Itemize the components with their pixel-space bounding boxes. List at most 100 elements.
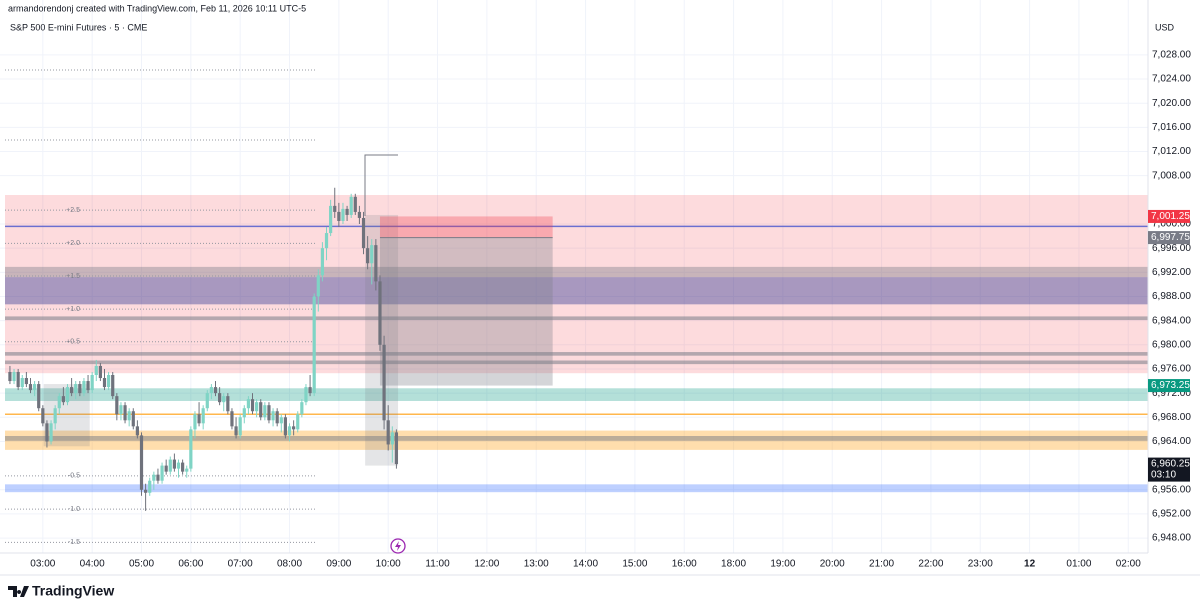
candle-body: [123, 405, 127, 421]
candle-body: [20, 378, 24, 388]
y-tick-label: 7,016.00: [1152, 122, 1191, 133]
zone: [5, 360, 1148, 365]
candle-body: [102, 378, 107, 388]
countdown: 03:10: [1151, 470, 1176, 481]
candle-body: [333, 205, 337, 212]
candle-body: [12, 371, 16, 382]
candle-body: [90, 375, 94, 391]
candle-body: [115, 396, 119, 415]
fib-label: +1.5: [66, 273, 80, 280]
price-label: 7,001.25: [1151, 211, 1190, 222]
candle-body: [283, 417, 288, 436]
candle-body: [213, 387, 218, 394]
candle-body: [287, 426, 292, 436]
price-label: 6,997.75: [1151, 232, 1190, 243]
candle-body: [394, 432, 399, 465]
x-tick-label: 01:00: [1066, 559, 1091, 570]
candle-body: [357, 211, 362, 218]
candle-body: [28, 384, 33, 391]
candle-body: [45, 423, 49, 442]
x-tick-label: 08:00: [277, 559, 302, 570]
x-tick-label: 05:00: [129, 559, 154, 570]
candle-body: [349, 196, 353, 215]
brand: TradingView: [32, 583, 114, 599]
candle-body: [226, 396, 230, 412]
y-tick-label: 7,028.00: [1152, 50, 1191, 61]
price-label: 6,973.25: [1151, 380, 1190, 391]
y-tick-label: 6,948.00: [1152, 533, 1191, 544]
candle-body: [82, 381, 86, 394]
candle-body: [119, 405, 123, 415]
candle-body: [370, 245, 374, 264]
candle-body: [53, 408, 57, 424]
position-stop: [379, 216, 553, 238]
candle-body: [242, 408, 246, 418]
candle-body: [41, 408, 45, 424]
candle-body: [296, 414, 300, 430]
candle-body: [176, 462, 181, 469]
zone: [5, 388, 1148, 401]
candle-body: [127, 411, 131, 421]
y-tick-label: 7,000.00: [1152, 219, 1191, 230]
axes: 6,948.00 6,952.00 6,956.00 6,964.00 6,968.00…: [30, 50, 1191, 570]
y-tick-label: 6,980.00: [1152, 339, 1191, 350]
x-tick-label: 12:00: [474, 559, 499, 570]
candle-body: [131, 411, 135, 427]
zone: [5, 352, 1148, 356]
y-tick-label: 7,024.00: [1152, 74, 1191, 85]
x-tick-label: 10:00: [376, 559, 401, 570]
candle-body: [160, 465, 164, 481]
x-tick-label: 21:00: [869, 559, 894, 570]
candle-body: [57, 396, 61, 409]
fib-label: +1.0: [66, 306, 80, 313]
price-label-box: [1148, 457, 1190, 482]
candle-body: [94, 365, 98, 375]
brand-logo: [8, 586, 29, 597]
candle-body: [275, 411, 279, 424]
y-tick-label: 6,952.00: [1152, 509, 1191, 520]
x-tick-label: 12: [1024, 559, 1036, 570]
candle-body: [255, 402, 259, 412]
candle-body: [361, 217, 366, 249]
candle-body: [111, 375, 115, 397]
x-tick-label: 16:00: [672, 559, 697, 570]
candle-body: [378, 281, 382, 345]
candle-body: [172, 459, 176, 469]
candle-body: [193, 414, 197, 430]
candle-body: [345, 208, 349, 215]
candle-body: [271, 411, 275, 421]
candle-body: [209, 387, 213, 394]
candle-body: [386, 420, 390, 445]
candle-body: [78, 384, 82, 394]
attribution: armandorendonj created with TradingView.…: [8, 3, 306, 13]
grid: [0, 0, 1148, 553]
candle-body: [234, 426, 238, 436]
candle-body: [61, 396, 65, 403]
candle-body: [156, 474, 160, 481]
y-tick-label: 6,968.00: [1152, 412, 1191, 423]
candle-body: [16, 371, 20, 388]
candle-body: [320, 248, 325, 276]
x-tick-label: 09:00: [326, 559, 351, 570]
candle-body: [205, 393, 209, 409]
candle-body: [263, 405, 267, 418]
candle-body: [353, 196, 357, 212]
candle-body: [33, 384, 37, 391]
x-tick-label: 11:00: [425, 559, 450, 570]
y-tick-label: 7,020.00: [1152, 98, 1191, 109]
event-icon[interactable]: [390, 538, 406, 554]
candles: [8, 187, 399, 511]
candle-body: [70, 387, 74, 394]
candle-body: [250, 399, 255, 412]
y-tick-label: 6,964.00: [1152, 436, 1191, 447]
y-tick-label: 6,956.00: [1152, 484, 1191, 495]
x-tick-label: 14:00: [573, 559, 598, 570]
candle-body: [135, 426, 139, 436]
candle-body: [300, 402, 304, 415]
fib-label: +0.5: [66, 339, 80, 346]
candle-body: [230, 411, 234, 427]
x-tick-label: 07:00: [228, 559, 253, 570]
range-bracket: [364, 154, 398, 216]
candle-body: [390, 432, 394, 445]
